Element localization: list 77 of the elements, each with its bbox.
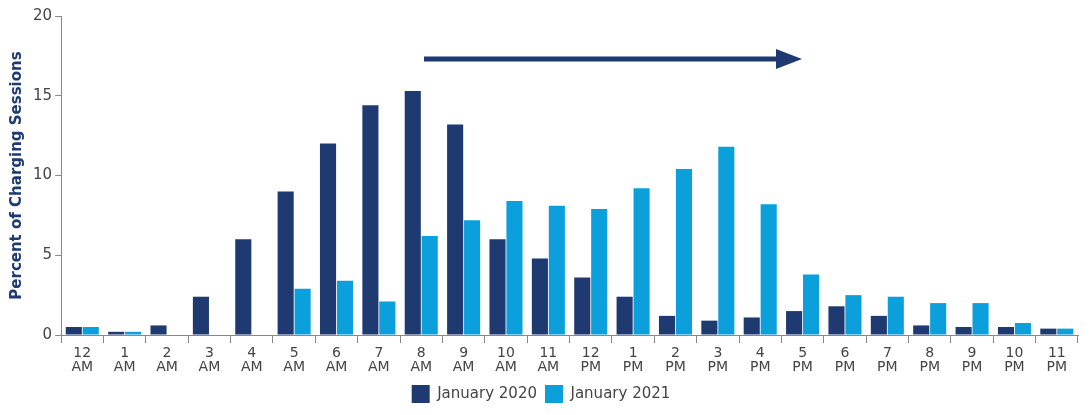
x-tick-label: 9 AM <box>452 343 475 374</box>
y-tick-label: 20 <box>32 5 53 24</box>
bar <box>1014 323 1031 335</box>
bar <box>125 331 142 335</box>
bar <box>150 325 167 335</box>
bar <box>675 169 692 335</box>
bar <box>464 220 481 335</box>
bar <box>997 327 1015 335</box>
bar <box>718 146 735 335</box>
legend-label: January 2020 <box>436 383 538 402</box>
bar <box>192 296 209 335</box>
bar <box>930 303 947 335</box>
x-tick-label: 12 AM <box>71 343 94 374</box>
bar <box>235 239 252 335</box>
bar <box>955 327 972 335</box>
bar <box>887 296 904 335</box>
bar <box>972 303 989 335</box>
bar <box>65 327 82 335</box>
x-tick-label: 7 PM <box>877 343 898 374</box>
bar <box>362 105 379 335</box>
bar <box>447 124 464 335</box>
x-tick-label: 12 PM <box>580 343 601 374</box>
bar <box>108 331 125 335</box>
x-tick-label: 7 AM <box>368 343 390 374</box>
x-tick-label: 8 PM <box>919 343 940 374</box>
bar <box>591 209 608 335</box>
x-tick-label: 1 AM <box>113 343 136 374</box>
legend-label: January 2021 <box>569 383 671 402</box>
y-tick-label: 0 <box>42 324 53 343</box>
bar <box>616 296 633 335</box>
x-tick-label: 6 PM <box>834 343 856 374</box>
bar <box>845 295 862 335</box>
bar <box>404 90 421 335</box>
x-tick-label: 3 AM <box>198 343 221 374</box>
bar <box>701 320 718 335</box>
y-axis-title: Percent of Charging Sessions <box>6 51 25 300</box>
y-tick-label: 15 <box>32 85 53 104</box>
x-tick-label: 3 PM <box>707 343 729 374</box>
x-tick-label: 4 AM <box>240 343 263 374</box>
bar <box>870 315 887 335</box>
bar <box>294 288 311 335</box>
x-tick-label: 8 AM <box>410 343 433 374</box>
bar <box>548 205 565 335</box>
bar <box>658 315 676 335</box>
bar <box>336 280 354 335</box>
bar <box>1057 328 1074 335</box>
bar <box>319 143 337 335</box>
x-tick-label: 11 AM <box>537 343 560 374</box>
bar <box>760 204 777 335</box>
y-tick-label: 10 <box>32 165 53 184</box>
x-tick-label: 9 PM <box>961 343 983 374</box>
y-tick-label: 5 <box>42 245 53 264</box>
bar <box>913 325 930 335</box>
bar <box>574 277 591 335</box>
bar <box>743 317 760 335</box>
bar <box>531 258 548 335</box>
bar <box>828 306 845 335</box>
x-tick-label: 1 PM <box>622 343 644 374</box>
x-tick-label: 11 PM <box>1046 343 1068 374</box>
x-tick-label: 5 PM <box>792 343 813 374</box>
x-tick-label: 10 AM <box>495 343 517 374</box>
x-tick-label: 2 PM <box>665 343 686 374</box>
x-tick-label: 4 PM <box>749 343 771 374</box>
x-tick-label: 5 AM <box>283 343 305 374</box>
x-tick-label: 6 AM <box>325 343 348 374</box>
x-tick-label: 10 PM <box>1004 343 1025 374</box>
bar <box>1040 328 1057 335</box>
bar <box>379 301 396 335</box>
bar <box>633 188 650 335</box>
bar <box>277 191 294 335</box>
bar <box>803 274 820 335</box>
bar <box>489 239 506 335</box>
bar <box>506 201 523 335</box>
bar <box>82 327 99 335</box>
bar <box>421 236 438 335</box>
bar <box>786 311 803 335</box>
x-tick-label: 2 AM <box>156 343 178 374</box>
